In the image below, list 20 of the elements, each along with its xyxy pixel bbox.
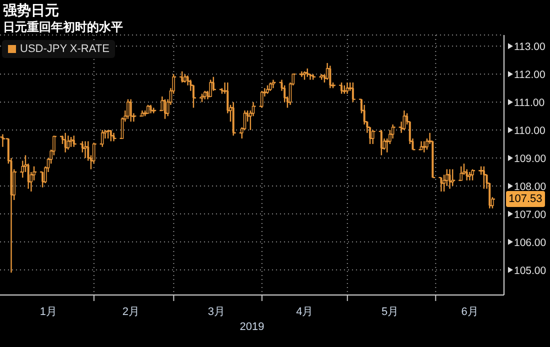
x-tick-label: 3月	[208, 306, 225, 318]
x-tick-label: 2月	[122, 306, 140, 318]
y-tick-label: 105.00	[514, 264, 546, 277]
y-tick-label: 111.00	[514, 97, 545, 110]
legend-label: USD-JPY X-RATE	[19, 43, 110, 55]
x-tick-label: 6月	[461, 306, 478, 318]
chart-subtitle: 日元重回年初时的水平	[3, 19, 123, 36]
annotation: 107.53	[506, 191, 546, 208]
y-tick-label: 108.00	[514, 180, 546, 193]
x-tick-label: 5月	[382, 306, 399, 318]
x-tick-label: 1月	[40, 306, 57, 318]
y-tick-label: 110.00	[514, 125, 546, 138]
chart-title: 强势日元	[3, 2, 59, 20]
y-tick-label: 106.00	[514, 236, 546, 249]
y-tick-label: 113.00	[514, 41, 546, 54]
y-tick-label: 112.00	[514, 69, 546, 82]
y-tick-label: 107.00	[514, 208, 546, 221]
x-axis-title: 2019	[240, 321, 264, 333]
y-tick-label: 109.00	[514, 153, 546, 166]
x-tick-label: 4月	[296, 306, 314, 318]
